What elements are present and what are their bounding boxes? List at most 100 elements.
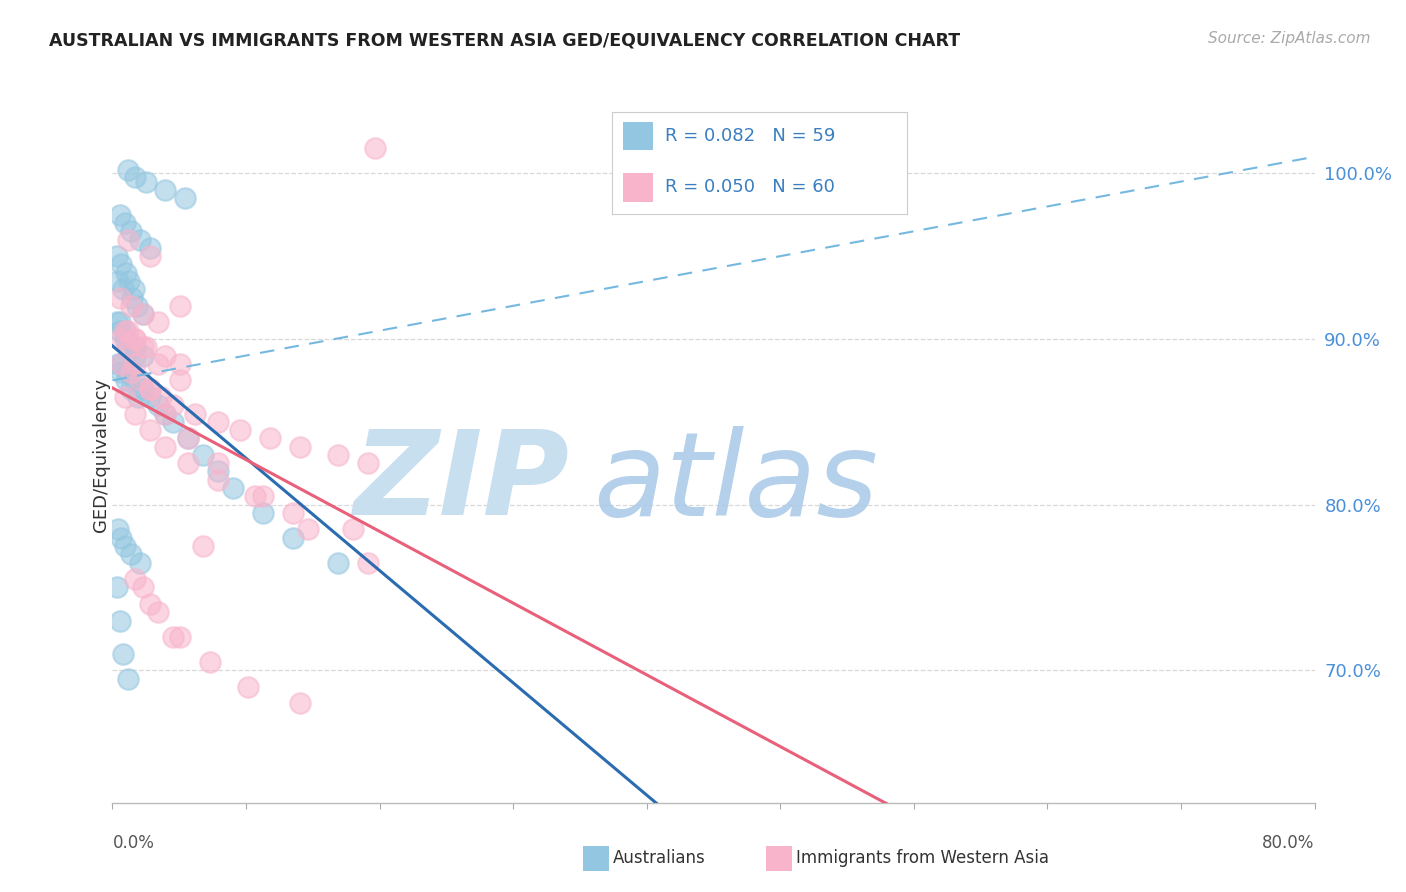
Point [207, 415, 229, 429]
Point [108, 324, 131, 338]
Point [252, 489, 274, 503]
Point [191, 539, 214, 553]
Point [105, 581, 128, 595]
Point [107, 274, 129, 288]
Point [107, 357, 129, 371]
Point [290, 440, 312, 454]
Point [135, 340, 157, 354]
Point [176, 431, 198, 445]
Point [131, 340, 153, 354]
Text: R = 0.050   N = 60: R = 0.050 N = 60 [665, 178, 835, 196]
Point [207, 456, 229, 470]
Point [114, 216, 136, 230]
Point [281, 506, 304, 520]
Point [245, 489, 267, 503]
Point [128, 373, 150, 387]
Point [124, 332, 146, 346]
Point [124, 169, 146, 184]
Point [162, 415, 184, 429]
Point [124, 349, 146, 363]
Point [120, 224, 142, 238]
Point [117, 672, 139, 686]
Point [153, 407, 176, 421]
Point [198, 655, 221, 669]
Point [146, 357, 169, 371]
Point [176, 431, 198, 445]
Point [111, 647, 134, 661]
Point [117, 332, 139, 346]
Point [108, 614, 131, 628]
Point [297, 523, 319, 537]
Point [120, 365, 142, 379]
Point [357, 556, 380, 570]
Point [105, 315, 128, 329]
Point [120, 547, 142, 561]
Point [364, 141, 387, 155]
Point [131, 382, 153, 396]
Point [146, 315, 169, 329]
Point [153, 349, 176, 363]
Point [117, 340, 139, 354]
Text: Source: ZipAtlas.com: Source: ZipAtlas.com [1208, 31, 1371, 46]
Point [149, 390, 172, 404]
Point [111, 282, 134, 296]
Point [290, 697, 312, 711]
Point [124, 357, 146, 371]
Point [110, 365, 132, 379]
Point [117, 163, 139, 178]
Point [128, 233, 150, 247]
Point [117, 233, 139, 247]
Point [207, 465, 229, 479]
Bar [623, 173, 652, 202]
Point [108, 208, 131, 222]
Point [125, 299, 148, 313]
Point [118, 274, 141, 288]
Point [114, 539, 136, 553]
Point [207, 473, 229, 487]
Point [135, 175, 157, 189]
Point [117, 340, 139, 354]
Point [117, 365, 139, 379]
Point [124, 373, 146, 387]
Point [176, 456, 198, 470]
Point [342, 523, 364, 537]
Point [326, 556, 349, 570]
Point [139, 390, 162, 404]
Point [127, 390, 149, 404]
Point [110, 357, 132, 371]
Point [108, 332, 131, 346]
Point [252, 506, 274, 520]
Point [108, 315, 131, 329]
Text: atlas: atlas [593, 425, 879, 540]
Point [139, 597, 162, 611]
Point [107, 523, 129, 537]
Point [114, 324, 136, 338]
Y-axis label: GED/Equivalency: GED/Equivalency [93, 378, 110, 532]
Point [110, 531, 132, 545]
Point [131, 349, 153, 363]
Point [222, 481, 245, 495]
Point [139, 423, 162, 437]
Point [114, 390, 136, 404]
Point [120, 382, 142, 396]
Point [139, 382, 162, 396]
Point [191, 448, 214, 462]
Point [110, 257, 132, 271]
Text: 0.0%: 0.0% [112, 834, 155, 852]
Point [146, 605, 169, 619]
Point [139, 241, 162, 255]
Point [229, 423, 252, 437]
Point [115, 373, 138, 387]
Point [131, 307, 153, 321]
Point [169, 357, 191, 371]
Point [162, 398, 184, 412]
Point [184, 407, 207, 421]
Point [153, 183, 176, 197]
Point [259, 431, 281, 445]
Point [281, 531, 304, 545]
Point [124, 340, 146, 354]
Point [139, 249, 162, 263]
Point [128, 556, 150, 570]
Point [120, 299, 142, 313]
Point [105, 249, 128, 263]
